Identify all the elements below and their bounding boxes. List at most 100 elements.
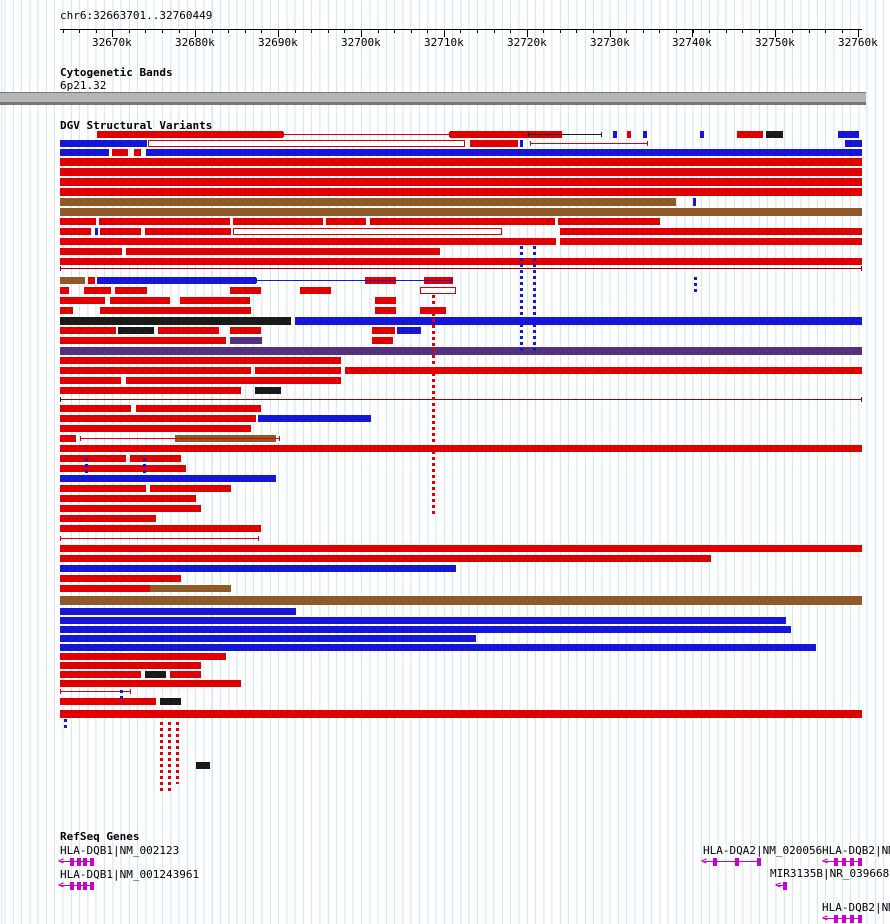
variant-bar[interactable] <box>126 377 341 384</box>
variant-bar[interactable] <box>160 698 181 705</box>
gene-label[interactable]: MIR3135B|NR_039668 <box>770 867 890 880</box>
variant-bar[interactable] <box>60 228 91 235</box>
variant-bar[interactable] <box>700 131 704 138</box>
gene-intron-line[interactable] <box>703 861 761 862</box>
variant-bar[interactable] <box>60 455 126 462</box>
variant-bar[interactable] <box>60 149 109 156</box>
variant-bar[interactable] <box>145 671 166 678</box>
variant-bar[interactable] <box>180 297 250 304</box>
variant-bar[interactable] <box>60 405 131 412</box>
variant-bar[interactable] <box>450 131 562 138</box>
variant-dashed-line[interactable] <box>120 690 123 702</box>
cytoband-bar[interactable] <box>0 92 866 105</box>
variant-bar[interactable] <box>520 140 523 147</box>
variant-bar[interactable] <box>60 653 226 660</box>
variant-bar[interactable] <box>60 505 201 512</box>
variant-dashed-line[interactable] <box>64 719 67 731</box>
variant-bar[interactable] <box>60 525 261 532</box>
variant-connector-line[interactable] <box>60 399 862 400</box>
variant-bar[interactable] <box>60 357 341 364</box>
variant-bar[interactable] <box>255 387 281 394</box>
variant-bar[interactable] <box>60 415 256 422</box>
variant-bar[interactable] <box>146 149 862 156</box>
variant-bar[interactable] <box>60 710 862 718</box>
variant-bar[interactable] <box>345 367 862 374</box>
variant-bar[interactable] <box>110 297 170 304</box>
variant-bar[interactable] <box>60 555 711 562</box>
variant-bar[interactable] <box>60 644 816 651</box>
variant-dashed-line[interactable] <box>168 722 171 794</box>
variant-bar[interactable] <box>233 228 502 235</box>
variant-bar[interactable] <box>560 228 862 235</box>
variant-connector-line[interactable] <box>60 268 862 269</box>
gene-exon[interactable] <box>834 858 838 866</box>
gene-exon[interactable] <box>834 915 838 923</box>
variant-bar[interactable] <box>150 585 231 592</box>
variant-bar[interactable] <box>838 131 859 138</box>
variant-bar[interactable] <box>60 178 862 186</box>
gene-label[interactable]: HLA-DQA2|NM_020056 <box>703 844 823 857</box>
variant-bar[interactable] <box>126 248 440 255</box>
variant-bar[interactable] <box>60 287 69 294</box>
variant-bar[interactable] <box>845 140 862 147</box>
variant-bar[interactable] <box>60 425 251 432</box>
variant-bar[interactable] <box>737 131 763 138</box>
gene-exon[interactable] <box>757 858 761 866</box>
gene-exon[interactable] <box>858 858 862 866</box>
variant-connector-line[interactable] <box>528 134 602 135</box>
variant-bar[interactable] <box>230 327 261 334</box>
variant-bar[interactable] <box>60 495 196 502</box>
variant-bar[interactable] <box>150 485 231 492</box>
gene-exon[interactable] <box>76 858 81 866</box>
variant-connector-line[interactable] <box>80 438 280 439</box>
variant-bar[interactable] <box>60 545 862 552</box>
gene-exon[interactable] <box>713 858 717 866</box>
variant-bar[interactable] <box>84 287 111 294</box>
variant-dashed-line[interactable] <box>520 246 523 352</box>
variant-bar[interactable] <box>100 307 251 314</box>
variant-bar[interactable] <box>693 198 696 206</box>
variant-bar[interactable] <box>118 327 154 334</box>
variant-bar[interactable] <box>60 485 146 492</box>
variant-bar[interactable] <box>112 149 128 156</box>
gene-exon[interactable] <box>90 882 94 890</box>
variant-bar[interactable] <box>97 277 256 284</box>
variant-bar[interactable] <box>470 140 518 147</box>
variant-bar[interactable] <box>60 327 116 334</box>
variant-bar[interactable] <box>255 367 341 374</box>
gene-exon[interactable] <box>83 858 88 866</box>
variant-bar[interactable] <box>613 131 617 138</box>
variant-bar[interactable] <box>60 208 862 216</box>
variant-dashed-line[interactable] <box>143 458 146 480</box>
variant-bar[interactable] <box>60 198 676 206</box>
gene-exon[interactable] <box>90 858 94 866</box>
variant-connector-line[interactable] <box>60 691 131 692</box>
variant-connector-line[interactable] <box>256 280 452 281</box>
variant-bar[interactable] <box>370 218 555 225</box>
variant-bar[interactable] <box>60 277 85 284</box>
variant-bar[interactable] <box>372 337 393 344</box>
variant-bar[interactable] <box>196 762 210 769</box>
gene-exon[interactable] <box>850 915 854 923</box>
variant-bar[interactable] <box>60 698 156 705</box>
variant-bar[interactable] <box>233 218 323 225</box>
variant-bar[interactable] <box>372 327 395 334</box>
variant-bar[interactable] <box>136 405 261 412</box>
variant-bar[interactable] <box>397 327 421 334</box>
variant-bar[interactable] <box>60 575 181 582</box>
variant-bar[interactable] <box>60 168 862 176</box>
variant-bar[interactable] <box>60 662 201 669</box>
variant-bar[interactable] <box>60 158 862 166</box>
variant-bar[interactable] <box>375 307 396 314</box>
variant-bar[interactable] <box>88 277 95 284</box>
variant-bar[interactable] <box>643 131 647 138</box>
variant-bar[interactable] <box>627 131 631 138</box>
gene-exon[interactable] <box>76 882 81 890</box>
variant-bar[interactable] <box>60 635 476 642</box>
variant-dashed-line[interactable] <box>176 722 179 784</box>
variant-bar[interactable] <box>558 218 660 225</box>
variant-bar[interactable] <box>145 228 231 235</box>
variant-bar[interactable] <box>130 455 181 462</box>
gene-intron-line[interactable] <box>777 885 787 886</box>
variant-bar[interactable] <box>134 149 141 156</box>
